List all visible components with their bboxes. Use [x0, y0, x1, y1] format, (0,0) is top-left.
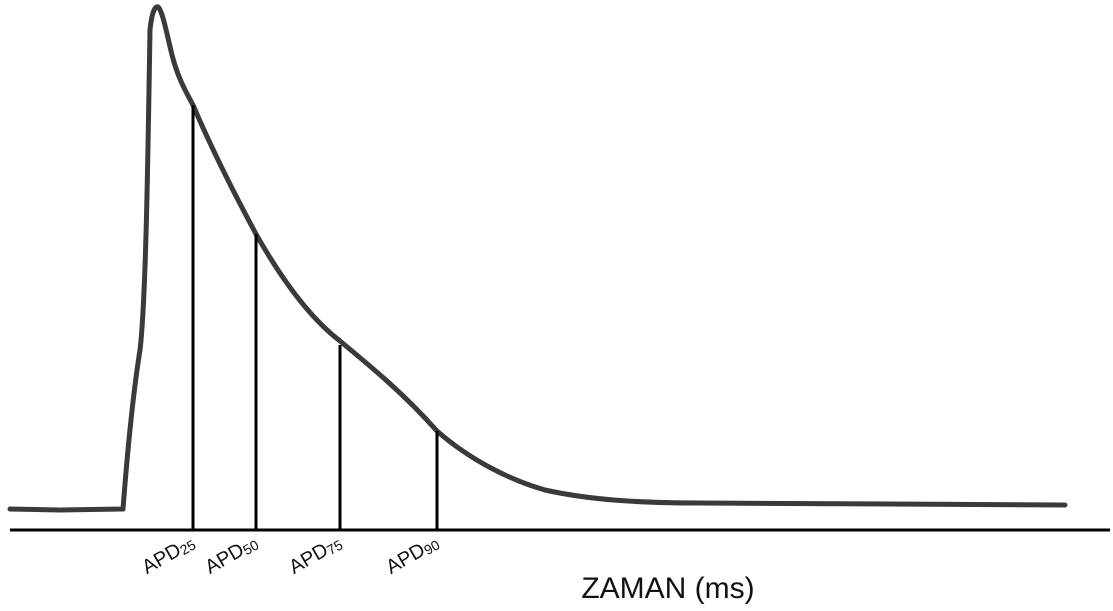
x-axis-label: ZAMAN (ms): [581, 572, 754, 605]
apd75-label: APD75: [285, 531, 345, 579]
apd25-label: APD25: [138, 531, 198, 579]
action-potential-trace: [7, 4, 1068, 513]
apd90-label: APD90: [382, 531, 442, 579]
apd50-label: APD50: [201, 531, 261, 579]
